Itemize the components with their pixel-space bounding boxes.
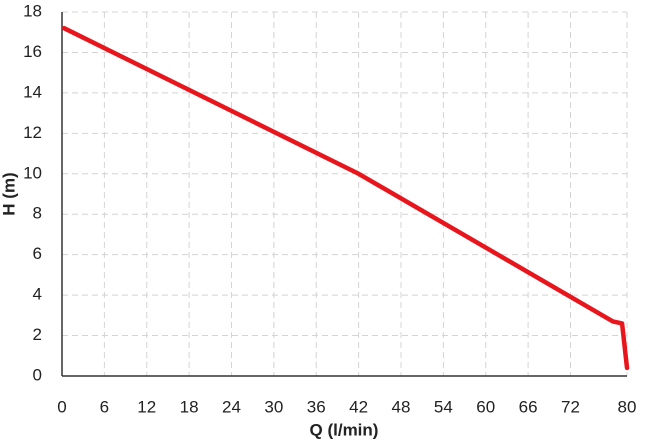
y-tick-label: 16 [23, 42, 42, 61]
y-tick-label: 14 [23, 82, 42, 101]
x-tick-label: 48 [392, 397, 411, 416]
y-tick-label: 6 [33, 244, 42, 263]
y-tick-label: 0 [33, 365, 42, 384]
x-tick-label: 30 [264, 397, 283, 416]
x-tick-label: 36 [307, 397, 326, 416]
x-tick-label: 80 [618, 397, 637, 416]
y-tick-label: 18 [23, 1, 42, 20]
x-tick-label: 0 [57, 397, 66, 416]
x-tick-label: 12 [137, 397, 156, 416]
x-tick-label: 72 [561, 397, 580, 416]
x-tick-label: 60 [476, 397, 495, 416]
x-tick-label: 54 [434, 397, 453, 416]
data-line [61, 25, 630, 371]
y-tick-label: 10 [23, 163, 42, 182]
y-tick-label: 4 [33, 285, 42, 304]
x-tick-label: 24 [222, 397, 241, 416]
x-tick-label: 42 [349, 397, 368, 416]
y-axis-title: H (m) [0, 172, 18, 215]
y-tick-label: 12 [23, 123, 42, 142]
y-tick-label: 8 [33, 204, 42, 223]
y-tick-label: 2 [33, 325, 42, 344]
x-axis-title: Q (l/min) [310, 420, 379, 439]
x-tick-label: 18 [180, 397, 199, 416]
x-tick-label: 66 [519, 397, 538, 416]
x-tick-label: 6 [100, 397, 109, 416]
